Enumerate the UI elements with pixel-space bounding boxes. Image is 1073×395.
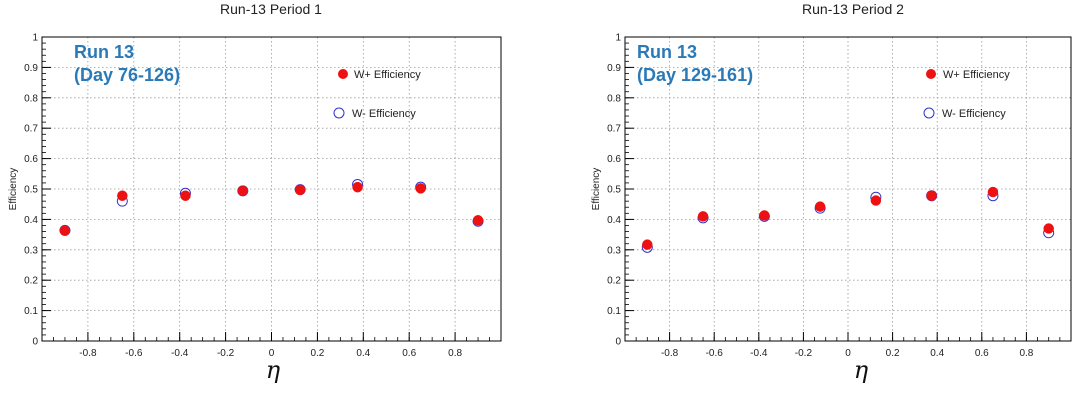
y-tick-label: 0.2 [607,276,621,287]
y-tick-label: 0.1 [24,306,38,317]
legend-wplus-label: W+ Efficiency [354,69,421,81]
y-axis-label: Efficiency [591,168,602,211]
legend-wplus-marker [926,69,936,79]
y-tick-label: 0.7 [607,124,621,135]
x-tick-label: -0.8 [79,348,97,359]
wplus-point [237,185,249,197]
y-tick-label: 0.3 [607,245,621,256]
x-axis-label: η [266,356,281,384]
x-tick-label: -0.8 [661,348,679,359]
data-points [641,186,1055,253]
legend: W+ Efficiency W- Efficiency [923,69,1010,120]
grid [42,37,501,341]
wplus-point [926,190,937,201]
axes: -0.8 -0.6 -0.4 -0.2 0 0.2 0.4 0.6 0.8 0 0.1 0.2 0.3 0… [607,33,1072,359]
x-tick-label: 0.2 [310,348,324,359]
legend-wplus-label: W+ Efficiency [943,69,1010,81]
wplus-point [180,190,191,201]
y-tick-label: 0.4 [607,215,621,226]
run-annotation-line-2: (Day 129-161) [637,65,753,85]
wplus-point [352,181,363,193]
wplus-point [472,215,484,226]
x-tick-label: -0.6 [706,348,724,359]
run-annotation-line-1: Run 13 [637,42,697,62]
wplus-point [870,195,882,206]
run-annotation-line-2: (Day 76-126) [74,65,180,85]
wplus-point [642,239,653,250]
run-annotation-line-1: Run 13 [74,42,134,62]
x-tick-label: 0.4 [930,348,944,359]
x-axis-label: η [854,356,869,384]
chart-panel-1: Run-13 Period 1 -0.8 -0.6 -0.4 -0.2 0 0.2 0.4 0… [8,1,502,384]
axes: -0.8 -0.6 -0.4 -0.2 0 0.2 0.4 0.6 0.8 0 0.1 0.2 0.3 0… [24,33,502,359]
legend-wminus-marker [923,107,935,119]
wplus-point [759,210,770,221]
wplus-point [814,201,826,212]
y-tick-label: 0.6 [24,154,38,165]
x-tick-label: 0.8 [1019,348,1033,359]
y-tick-label: 0.1 [607,306,621,317]
y-tick-label: 0.6 [607,154,621,165]
y-tick-label: 0.4 [24,215,38,226]
wplus-point [415,183,426,194]
x-tick-label: -0.2 [217,348,235,359]
x-tick-label: 0.8 [448,348,462,359]
x-tick-label: 0.6 [402,348,416,359]
wplus-point [697,211,709,222]
legend-wplus-marker [338,69,348,79]
y-tick-label: 0.7 [24,124,38,135]
chart-panel-2: Run-13 Period 2 -0.8 -0.6 -0.4 -0.2 0 0.2 0.4 0… [591,1,1072,384]
grid [625,37,1071,341]
wplus-point [117,190,128,201]
x-tick-label: 0 [845,348,851,359]
legend-wminus-label: W- Efficiency [942,108,1006,120]
y-axis-label: Efficiency [8,168,19,211]
wplus-point [1043,223,1054,234]
y-tick-label: 0.5 [607,185,621,196]
legend-wminus-label: W- Efficiency [352,108,416,120]
legend-wminus-marker [333,107,345,119]
y-tick-label: 0 [615,337,621,348]
x-tick-label: -0.6 [125,348,143,359]
x-tick-label: -0.4 [171,348,189,359]
y-tick-label: 0.5 [24,185,38,196]
y-tick-label: 0.9 [24,63,38,74]
x-tick-label: -0.2 [795,348,813,359]
data-points [59,178,484,236]
x-tick-label: 0.2 [886,348,900,359]
y-tick-label: 0.8 [24,93,38,104]
x-tick-label: -0.4 [750,348,768,359]
y-tick-label: 1 [32,33,38,44]
y-tick-label: 0.3 [24,245,38,256]
wplus-point [987,186,999,198]
wplus-point [59,225,71,236]
chart-title: Run-13 Period 2 [802,1,904,17]
x-tick-label: 0.4 [356,348,370,359]
y-tick-label: 0 [32,337,38,348]
y-tick-label: 0.8 [607,93,621,104]
wplus-point [294,184,306,196]
legend: W+ Efficiency W- Efficiency [333,69,421,120]
chart-title: Run-13 Period 1 [220,1,322,17]
y-tick-label: 0.9 [607,63,621,74]
x-tick-label: 0 [269,348,275,359]
y-tick-label: 1 [615,33,621,44]
y-tick-label: 0.2 [24,276,38,287]
x-tick-label: 0.6 [975,348,989,359]
